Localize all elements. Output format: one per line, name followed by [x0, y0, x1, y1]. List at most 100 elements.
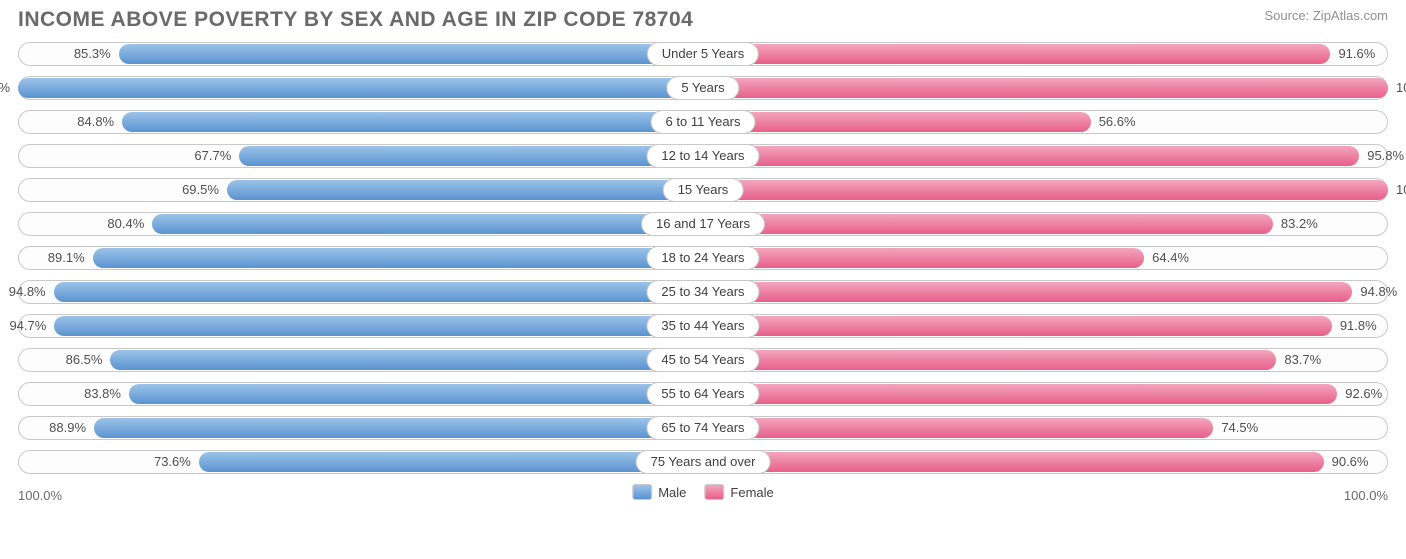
female-bar [705, 418, 1213, 438]
male-value: 94.8% [3, 280, 52, 304]
female-side: 83.2% [703, 212, 1388, 236]
female-side: 74.5% [703, 416, 1388, 440]
male-side: 67.7% [18, 144, 703, 168]
chart-row: 88.9% 74.5% 65 to 74 Years [18, 416, 1388, 440]
chart-row: 94.8%94.8%25 to 34 Years [18, 280, 1388, 304]
chart-footer: 100.0% Male Female 100.0% [18, 484, 1388, 524]
female-value: 74.5% [1215, 416, 1264, 440]
axis-label-left: 100.0% [18, 488, 62, 503]
diverging-bar-chart: INCOME ABOVE POVERTY BY SEX AND AGE IN Z… [0, 0, 1406, 559]
male-side: 89.1% [18, 246, 703, 270]
male-bar [93, 248, 701, 268]
male-bar [18, 78, 701, 98]
female-side: 100.0% [703, 76, 1388, 100]
female-bar [705, 78, 1388, 98]
male-bar [54, 282, 701, 302]
male-value: 80.4% [101, 212, 150, 236]
female-side: 56.6% [703, 110, 1388, 134]
category-label: 12 to 14 Years [646, 144, 759, 168]
female-value: 90.6% [1326, 450, 1375, 474]
male-side: 73.6% [18, 450, 703, 474]
female-bar [705, 452, 1324, 472]
male-side: 94.8% [18, 280, 703, 304]
female-side: 92.6% [703, 382, 1388, 406]
chart-row: 86.5% 83.7% 45 to 54 Years [18, 348, 1388, 372]
category-label: 5 Years [666, 76, 739, 100]
chart-row: 94.7% 91.8% 35 to 44 Years [18, 314, 1388, 338]
male-bar [122, 112, 701, 132]
female-side: 91.6% [703, 42, 1388, 66]
male-side: 80.4% [18, 212, 703, 236]
female-value: 100.0% [1390, 76, 1406, 100]
female-value: 92.6% [1339, 382, 1388, 406]
male-value: 73.6% [148, 450, 197, 474]
male-side: 86.5% [18, 348, 703, 372]
male-value: 67.7% [188, 144, 237, 168]
legend-item-male: Male [632, 484, 686, 500]
female-value: 95.8% [1361, 144, 1406, 168]
chart-row: 100.0%100.0%5 Years [18, 76, 1388, 100]
female-side: 95.8% [703, 144, 1388, 168]
male-bar [239, 146, 701, 166]
female-value: 56.6% [1093, 110, 1142, 134]
category-label: 75 Years and over [636, 450, 771, 474]
male-value: 85.3% [68, 42, 117, 66]
male-side: 94.7% [18, 314, 703, 338]
female-value: 64.4% [1146, 246, 1195, 270]
category-label: 35 to 44 Years [646, 314, 759, 338]
male-side: 83.8% [18, 382, 703, 406]
female-bar [705, 384, 1337, 404]
female-value: 83.2% [1275, 212, 1324, 236]
female-bar [705, 112, 1091, 132]
chart-rows: 85.3% 91.6% Under 5 Years 100.0%100.0%5 Yea… [18, 42, 1388, 474]
female-bar [705, 316, 1332, 336]
male-side: 84.8% [18, 110, 703, 134]
category-label: 6 to 11 Years [651, 110, 756, 134]
male-bar [94, 418, 701, 438]
male-value: 88.9% [43, 416, 92, 440]
category-label: 65 to 74 Years [646, 416, 759, 440]
chart-row: 89.1%64.4%18 to 24 Years [18, 246, 1388, 270]
male-side: 100.0% [18, 76, 703, 100]
legend-label-female: Female [730, 485, 773, 500]
female-bar [705, 146, 1359, 166]
female-value: 100.0% [1390, 178, 1406, 202]
male-value: 100.0% [0, 76, 16, 100]
chart-title: INCOME ABOVE POVERTY BY SEX AND AGE IN Z… [18, 8, 693, 32]
category-label: 55 to 64 Years [646, 382, 759, 406]
female-side: 64.4% [703, 246, 1388, 270]
category-label: 45 to 54 Years [646, 348, 759, 372]
category-label: Under 5 Years [647, 42, 759, 66]
male-bar [199, 452, 701, 472]
female-value: 94.8% [1354, 280, 1403, 304]
category-label: 16 and 17 Years [641, 212, 765, 236]
male-bar [129, 384, 701, 404]
chart-row: 80.4% 83.2% 16 and 17 Years [18, 212, 1388, 236]
chart-row: 83.8% 92.6% 55 to 64 Years [18, 382, 1388, 406]
chart-row: 67.7% 95.8%12 to 14 Years [18, 144, 1388, 168]
male-bar [110, 350, 701, 370]
female-side: 90.6% [703, 450, 1388, 474]
axis-label-right: 100.0% [1344, 488, 1388, 503]
chart-source: Source: ZipAtlas.com [1264, 8, 1388, 23]
chart-header: INCOME ABOVE POVERTY BY SEX AND AGE IN Z… [18, 8, 1388, 32]
female-side: 83.7% [703, 348, 1388, 372]
female-bar [705, 214, 1273, 234]
chart-row: 73.6% 90.6% 75 Years and over [18, 450, 1388, 474]
male-value: 86.5% [60, 348, 109, 372]
female-value: 91.8% [1334, 314, 1383, 338]
female-value: 91.6% [1332, 42, 1381, 66]
category-label: 25 to 34 Years [646, 280, 759, 304]
legend-label-male: Male [658, 485, 686, 500]
female-bar [705, 248, 1144, 268]
chart-row: 84.8% 56.6% 6 to 11 Years [18, 110, 1388, 134]
female-value: 83.7% [1278, 348, 1327, 372]
male-side: 88.9% [18, 416, 703, 440]
male-bar [227, 180, 701, 200]
female-side: 91.8% [703, 314, 1388, 338]
legend-swatch-female [704, 484, 724, 500]
legend-item-female: Female [704, 484, 773, 500]
male-bar [152, 214, 701, 234]
legend-swatch-male [632, 484, 652, 500]
chart-row: 69.5%100.0%15 Years [18, 178, 1388, 202]
